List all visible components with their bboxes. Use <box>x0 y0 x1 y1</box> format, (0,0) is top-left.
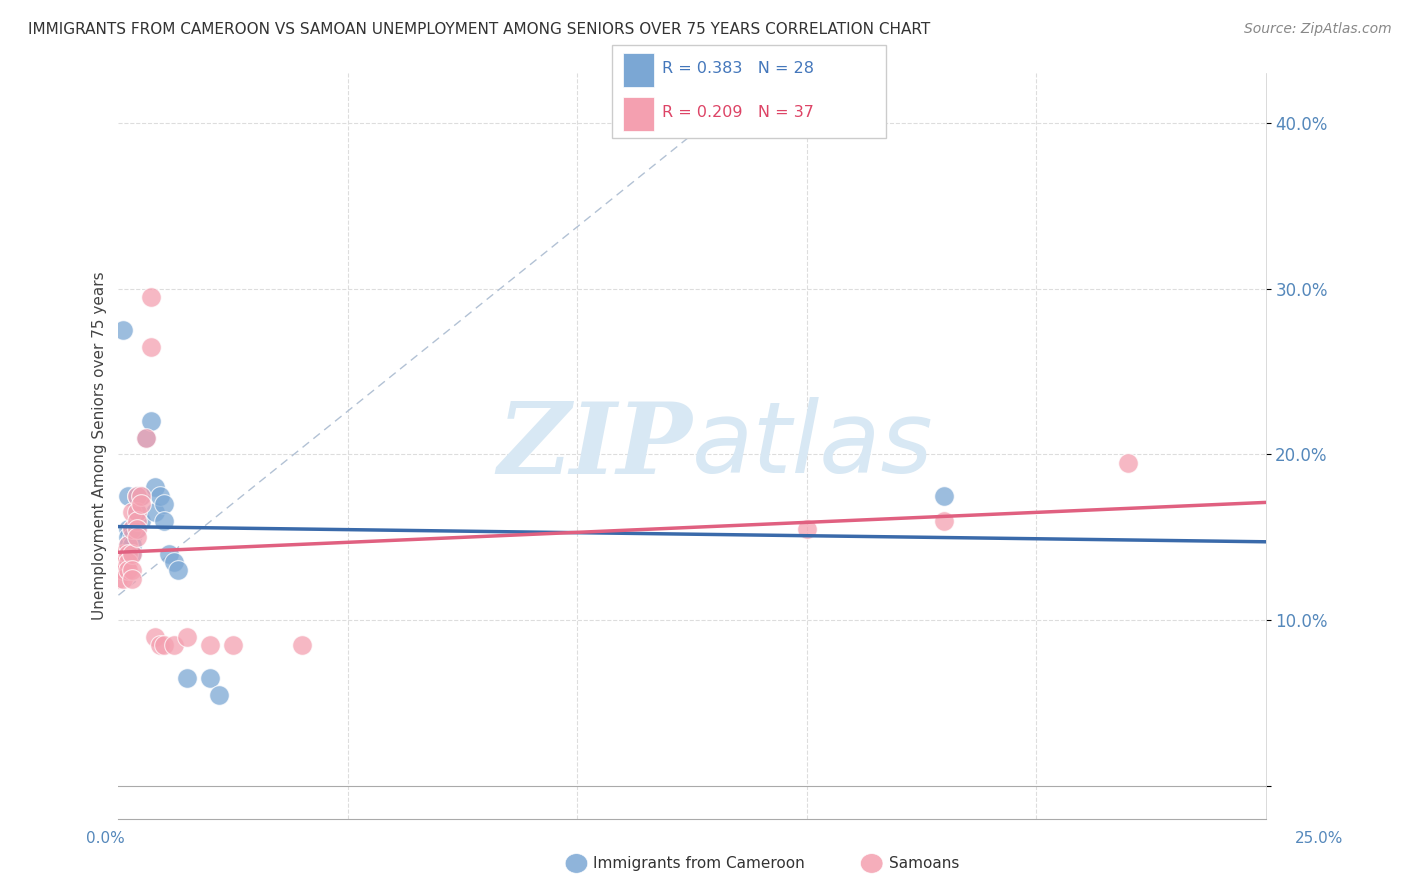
Point <box>139 290 162 304</box>
Point <box>149 489 172 503</box>
Point <box>796 522 818 536</box>
Point <box>121 530 143 544</box>
Point <box>291 638 314 652</box>
Point <box>135 431 157 445</box>
Point <box>934 514 956 528</box>
Point <box>121 547 143 561</box>
Point <box>131 489 153 503</box>
Text: 25.0%: 25.0% <box>1295 830 1343 846</box>
Point <box>125 505 148 519</box>
Point <box>143 505 166 519</box>
Point <box>208 688 231 702</box>
Point <box>112 572 135 586</box>
Point <box>125 489 148 503</box>
Point <box>162 555 184 569</box>
Point <box>131 514 153 528</box>
Point <box>117 563 139 577</box>
Point <box>117 539 139 553</box>
Point <box>121 572 143 586</box>
Point <box>200 638 222 652</box>
Text: ZIP: ZIP <box>496 398 692 494</box>
Point <box>125 489 148 503</box>
Point <box>121 539 143 553</box>
Point <box>112 547 135 561</box>
Point <box>139 414 162 428</box>
Point <box>200 671 222 685</box>
Point <box>121 522 143 536</box>
Point <box>157 547 180 561</box>
Y-axis label: Unemployment Among Seniors over 75 years: Unemployment Among Seniors over 75 years <box>93 272 107 620</box>
Point <box>112 323 135 337</box>
Point <box>176 630 198 644</box>
Point <box>107 563 129 577</box>
Point <box>149 638 172 652</box>
Point <box>139 339 162 353</box>
Point <box>112 563 135 577</box>
Point <box>107 555 129 569</box>
Text: Immigrants from Cameroon: Immigrants from Cameroon <box>593 856 806 871</box>
Text: IMMIGRANTS FROM CAMEROON VS SAMOAN UNEMPLOYMENT AMONG SENIORS OVER 75 YEARS CORR: IMMIGRANTS FROM CAMEROON VS SAMOAN UNEMP… <box>28 22 931 37</box>
Point <box>1116 456 1139 470</box>
Point <box>131 489 153 503</box>
Text: R = 0.209   N = 37: R = 0.209 N = 37 <box>662 105 814 120</box>
Point <box>934 489 956 503</box>
Point <box>131 497 153 511</box>
Point <box>167 563 190 577</box>
Point <box>143 630 166 644</box>
Point <box>121 547 143 561</box>
Text: atlas: atlas <box>692 398 934 494</box>
Point <box>121 522 143 536</box>
Point <box>117 555 139 569</box>
Point <box>117 489 139 503</box>
Point <box>162 638 184 652</box>
Point <box>153 638 176 652</box>
Point <box>135 431 157 445</box>
Text: Source: ZipAtlas.com: Source: ZipAtlas.com <box>1244 22 1392 37</box>
Point <box>125 505 148 519</box>
Point <box>143 480 166 494</box>
Point <box>153 497 176 511</box>
Text: Samoans: Samoans <box>889 856 959 871</box>
Point <box>112 555 135 569</box>
Point <box>117 530 139 544</box>
Point <box>125 522 148 536</box>
Point <box>222 638 245 652</box>
Point <box>125 514 148 528</box>
Point <box>117 539 139 553</box>
Point <box>176 671 198 685</box>
Point <box>117 547 139 561</box>
Point <box>121 563 143 577</box>
Text: R = 0.383   N = 28: R = 0.383 N = 28 <box>662 62 814 77</box>
Point <box>107 572 129 586</box>
Point <box>117 522 139 536</box>
Point <box>153 514 176 528</box>
Point <box>121 505 143 519</box>
Point <box>125 530 148 544</box>
Point <box>125 522 148 536</box>
Text: 0.0%: 0.0% <box>86 830 125 846</box>
